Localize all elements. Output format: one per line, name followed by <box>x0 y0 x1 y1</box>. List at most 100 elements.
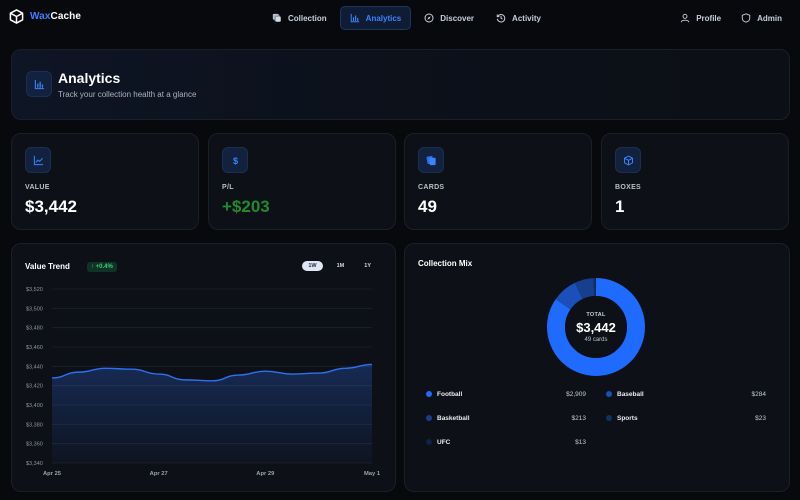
legend-item-ufc[interactable]: UFC <box>426 437 450 447</box>
dollar-icon: $ <box>232 156 237 166</box>
stat-icon-box <box>25 147 51 173</box>
donut-hole <box>565 296 627 358</box>
y-tick-label: $3,400 <box>26 403 43 409</box>
bar-chart-icon <box>350 13 359 23</box>
legend-value: $2,909 <box>566 391 586 398</box>
stat-value: 1 <box>615 197 625 216</box>
legend-name: Baseball <box>617 390 644 398</box>
stat-icon-box: $ <box>222 147 248 173</box>
value-trend-card: $3,340 $3,360 $3,380 $3,400 $3,420 $3,440 $3,4… <box>11 243 396 492</box>
legend-item-sports[interactable]: Sports <box>606 413 638 423</box>
stat-card-pl: $ P/L +$203 <box>208 133 396 230</box>
legend-name: UFC <box>437 438 451 446</box>
nav-item-discover[interactable]: Discover <box>415 6 483 30</box>
nav-label: Collection <box>288 13 327 23</box>
y-tick-label: $3,360 <box>26 442 43 448</box>
stat-value: $3,442 <box>25 197 77 216</box>
donut-center-label: TOTAL <box>586 311 606 318</box>
shield-icon <box>741 13 751 23</box>
y-tick-label: $3,340 <box>26 461 43 467</box>
stat-value: 49 <box>418 197 437 216</box>
x-tick-label: Apr 25 <box>43 471 62 477</box>
legend-dot <box>426 415 432 421</box>
stat-icon-box <box>418 147 444 173</box>
legend-name: Basketball <box>437 414 470 422</box>
legend-name: Sports <box>617 414 638 422</box>
stat-card-boxes: BOXES 1 <box>601 133 789 230</box>
y-tick-label: $3,440 <box>26 364 43 370</box>
nav-label: Admin <box>757 13 782 23</box>
trend-change-badge: ↑ +0.4% <box>87 262 117 272</box>
legend-item-baseball[interactable]: Baseball <box>606 389 644 399</box>
stat-card-value: VALUE $3,442 <box>11 133 199 230</box>
stack-icon <box>272 13 281 22</box>
legend-value: $23 <box>755 415 766 422</box>
legend-value: $13 <box>575 439 586 446</box>
x-tick-label: Apr 27 <box>150 471 168 477</box>
trend-line <box>51 363 373 382</box>
nav-label: Profile <box>696 13 722 23</box>
range-tabs: 1W 1M 1Y <box>302 261 377 271</box>
x-tick-label: Apr 29 <box>256 471 275 477</box>
legend-dot <box>426 439 432 445</box>
legend-dot <box>426 391 432 397</box>
nav-label: Activity <box>512 13 541 23</box>
nav-label: Analytics <box>365 13 402 23</box>
legend-item-basketball[interactable]: Basketball <box>426 413 470 423</box>
y-tick-label: $3,380 <box>26 422 43 428</box>
cards-icon <box>426 155 436 165</box>
legend-dot <box>606 391 612 397</box>
header-icon-box <box>26 71 52 97</box>
cube-logo-icon <box>9 9 24 24</box>
page-title: Analytics <box>58 70 121 86</box>
donut-center-value: $3,442 <box>576 319 616 335</box>
stat-value: +$203 <box>222 197 270 216</box>
nav-item-profile[interactable]: Profile <box>680 10 721 26</box>
range-tab-1y[interactable]: 1Y <box>364 263 371 269</box>
legend-dot <box>606 415 612 421</box>
x-tick-label: May 1 <box>364 471 381 477</box>
account-nav: Profile Admin <box>680 10 782 26</box>
compass-icon <box>424 13 434 23</box>
stat-label: P/L <box>222 184 234 191</box>
top-nav: WaxCache Collection Analytics <box>0 0 800 36</box>
stat-label: CARDS <box>418 184 445 191</box>
range-tab-1w[interactable]: 1W <box>302 261 323 271</box>
y-tick-label: $3,520 <box>26 287 43 293</box>
value-trend-chart: $3,340 $3,360 $3,380 $3,400 $3,420 $3,440 $3,4… <box>26 287 381 477</box>
y-tick-label: $3,500 <box>26 306 43 312</box>
donut-center: TOTAL $3,442 49 cards <box>546 277 646 377</box>
y-tick-label: $3,420 <box>26 384 43 390</box>
stat-icon-box <box>615 147 641 173</box>
stat-card-cards: CARDS 49 <box>404 133 592 230</box>
legend-value: $284 <box>751 391 766 398</box>
stat-label: VALUE <box>25 184 50 191</box>
trend-area <box>52 364 372 463</box>
legend-value: $213 <box>571 415 586 422</box>
nav-label: Discover <box>440 13 475 23</box>
brand-name: WaxCache <box>30 11 82 22</box>
user-icon <box>680 13 690 23</box>
box-icon <box>623 155 633 165</box>
line-chart-icon <box>33 155 43 165</box>
y-tick-label: $3,460 <box>26 345 43 351</box>
brand[interactable]: WaxCache <box>9 9 81 24</box>
page-header: Analytics Track your collection health a… <box>11 49 790 120</box>
donut-center-sub: 49 cards <box>584 336 608 343</box>
mix-title: Collection Mix <box>418 259 473 268</box>
legend-item-football[interactable]: Football <box>426 389 462 399</box>
page-subtitle: Track your collection health at a glance <box>58 90 197 99</box>
legend-name: Football <box>437 390 463 398</box>
y-tick-label: $3,480 <box>26 326 43 332</box>
nav-item-admin[interactable]: Admin <box>741 10 782 26</box>
nav-item-collection[interactable]: Collection <box>263 6 336 30</box>
collection-mix-donut <box>547 278 645 376</box>
nav-item-analytics[interactable]: Analytics <box>339 6 412 30</box>
svg-text:$: $ <box>232 156 237 166</box>
donut-slice-ufc <box>547 278 645 376</box>
nav-item-activity[interactable]: Activity <box>487 6 550 30</box>
range-tab-1m[interactable]: 1M <box>336 263 345 269</box>
collection-mix-card: Collection Mix TOTAL $3,442 49 cards Foo… <box>404 243 790 492</box>
main-nav: Collection Analytics Discover <box>263 6 550 30</box>
history-icon <box>496 14 506 23</box>
